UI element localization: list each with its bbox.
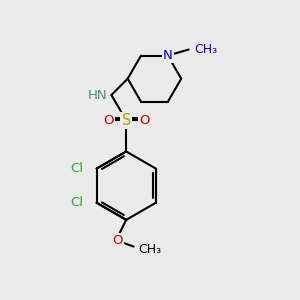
Text: Cl: Cl <box>70 196 83 209</box>
Text: O: O <box>139 114 149 127</box>
Text: N: N <box>163 49 173 62</box>
Text: HN: HN <box>88 88 108 101</box>
Text: O: O <box>112 234 123 247</box>
Text: CH₃: CH₃ <box>138 243 161 256</box>
Text: CH₃: CH₃ <box>195 43 218 56</box>
Text: S: S <box>122 113 131 128</box>
Text: O: O <box>103 114 114 127</box>
Text: Cl: Cl <box>70 162 83 175</box>
